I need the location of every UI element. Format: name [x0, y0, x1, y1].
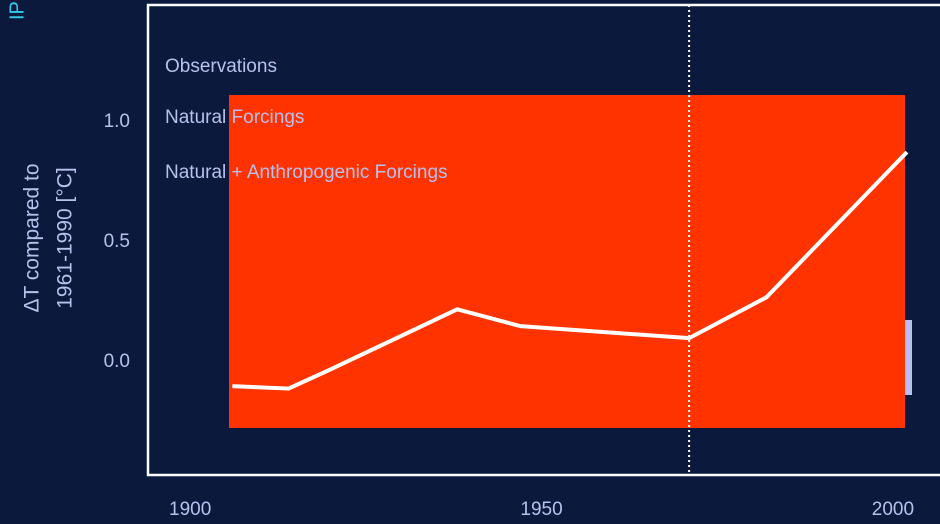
y-tick-label: 1.0: [104, 111, 130, 132]
overlay-box: [229, 95, 905, 428]
legend-entry: Observations: [165, 56, 277, 77]
x-tick-label: 1900: [169, 499, 211, 520]
side-label: IP: [6, 1, 28, 20]
legend-entry: Natural Forcings: [165, 107, 304, 128]
partial-shape: [905, 320, 912, 395]
legend-entry: Natural + Anthropogenic Forcings: [165, 162, 448, 183]
x-tick-label: 2000: [872, 499, 914, 520]
x-tick-label: 1950: [520, 499, 562, 520]
y-axis-title: ΔT compared to: [21, 163, 44, 312]
data-line: [232, 150, 909, 391]
plot-frame: [146, 3, 940, 477]
y-tick-label: 0.0: [104, 351, 130, 372]
y-tick-label: 0.5: [104, 231, 130, 252]
y-axis-title: 1961-1990 [°C]: [54, 167, 77, 309]
